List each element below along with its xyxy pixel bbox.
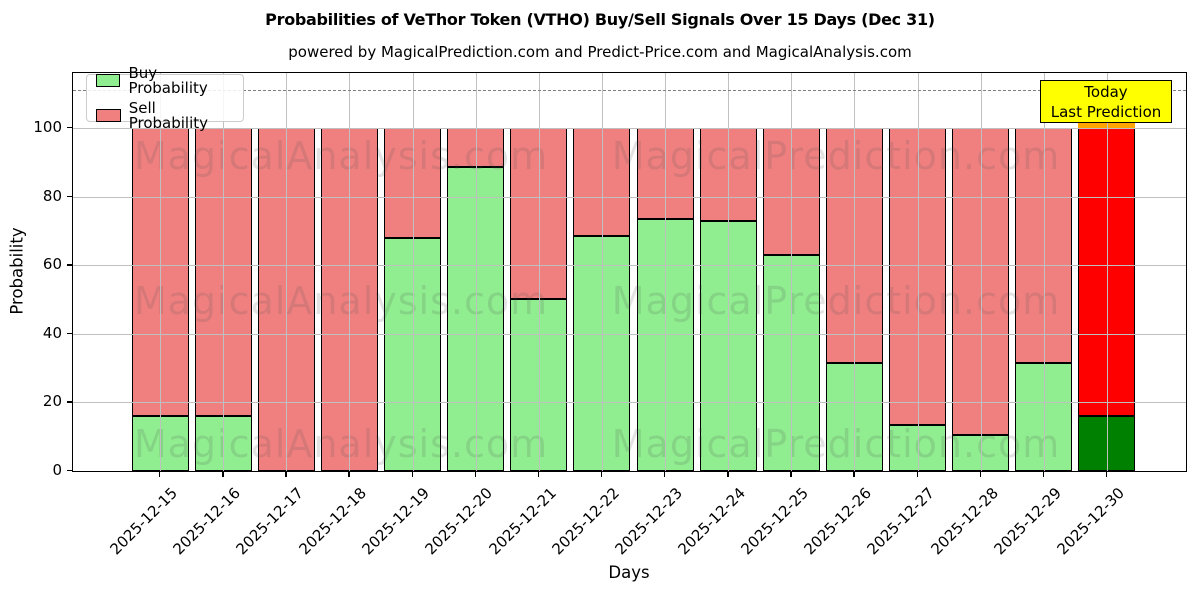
x-tick-mark: [1105, 471, 1108, 477]
gridline-v: [665, 73, 667, 471]
x-tick-mark: [1042, 471, 1045, 477]
x-tick-label: 2025-12-28: [927, 484, 1002, 559]
y-tick-mark: [67, 401, 72, 403]
gridline-v: [160, 73, 161, 471]
x-tick-mark: [285, 471, 287, 477]
watermark-text: MagicalPrediction.com: [611, 134, 1061, 178]
gridline-v: [475, 73, 477, 471]
gridline-v: [349, 73, 351, 471]
y-tick-label: 60: [42, 255, 62, 274]
legend-item-sell: Sell Probability: [96, 98, 234, 132]
y-tick-label: 80: [42, 186, 62, 205]
today-annotation-line1: Today: [1084, 82, 1128, 101]
gridline-v: [980, 73, 982, 471]
watermark-text: MagicalPrediction.com: [611, 422, 1061, 466]
gridline-v: [917, 73, 919, 471]
x-tick-mark: [159, 471, 161, 477]
x-tick-mark: [853, 471, 855, 477]
today-annotation: Today Last Prediction: [1040, 80, 1172, 123]
y-tick-label: 20: [42, 392, 62, 411]
gridline-v: [538, 73, 540, 471]
x-tick-mark: [411, 471, 413, 477]
x-tick-mark: [537, 471, 540, 477]
watermark-text: MagicalAnalysis.com: [133, 279, 549, 323]
x-tick-mark: [600, 471, 603, 477]
gridline-h: [73, 402, 1186, 404]
y-tick-mark: [67, 126, 72, 129]
gridline-v: [223, 73, 225, 471]
x-tick-mark: [979, 471, 982, 477]
x-tick-label: 2025-12-20: [422, 484, 497, 559]
x-tick-label: 2025-12-23: [611, 484, 686, 559]
x-tick-label: 2025-12-18: [295, 484, 371, 559]
dashed-cutoff-line: [73, 90, 1186, 92]
x-tick-mark: [727, 471, 729, 477]
today-annotation-line2: Last Prediction: [1050, 102, 1162, 121]
x-tick-mark: [474, 471, 477, 477]
gridline-v: [728, 73, 730, 471]
y-tick-mark: [67, 470, 72, 472]
gridline-h: [73, 127, 1186, 129]
y-tick-mark: [67, 195, 72, 197]
y-axis-label: Probability: [7, 227, 27, 315]
gridline-v: [1043, 73, 1045, 471]
y-tick-mark: [67, 264, 72, 266]
y-tick-label: 100: [33, 117, 62, 136]
gridline-v: [412, 73, 414, 471]
x-tick-mark: [916, 471, 918, 477]
watermark-text: MagicalPrediction.com: [611, 279, 1061, 323]
gridline-h: [73, 196, 1186, 198]
x-tick-label: 2025-12-22: [548, 484, 623, 559]
x-tick-label: 2025-12-30: [1053, 484, 1128, 559]
x-tick-mark: [664, 471, 666, 477]
legend-item-buy: Buy Probability: [96, 63, 234, 97]
x-axis-label: Days: [608, 563, 650, 582]
gridline-h: [73, 265, 1186, 267]
x-tick-label: 2025-12-27: [863, 484, 939, 559]
buy-swatch: [96, 74, 121, 87]
legend-label-sell: Sell Probability: [128, 98, 209, 132]
x-tick-label: 2025-12-24: [674, 484, 749, 559]
x-tick-label: 2025-12-21: [485, 484, 560, 559]
x-tick-label: 2025-12-17: [232, 484, 307, 559]
x-tick-mark: [222, 471, 224, 477]
gridline-v: [791, 73, 793, 471]
plot-area: MagicalAnalysis.com MagicalPrediction.com…: [72, 72, 1187, 472]
x-tick-label: 2025-12-16: [169, 484, 244, 559]
watermark-text: MagicalAnalysis.com: [133, 422, 549, 466]
gridline-h: [73, 333, 1186, 335]
gridline-v: [601, 73, 603, 471]
gridline-v: [854, 73, 856, 471]
legend: Buy Probability Sell Probability: [86, 65, 244, 130]
x-tick-label: 2025-12-19: [358, 484, 434, 559]
watermark-text: MagicalAnalysis.com: [133, 134, 549, 178]
x-tick-mark: [790, 471, 792, 477]
x-tick-label: 2025-12-25: [737, 484, 813, 559]
x-tick-mark: [348, 471, 350, 477]
y-tick-label: 40: [42, 323, 62, 342]
x-tick-label: 2025-12-26: [800, 484, 876, 559]
gridline-v: [1106, 73, 1108, 471]
y-tick-mark: [67, 332, 72, 335]
sell-swatch: [96, 109, 121, 122]
y-tick-label: 0: [52, 461, 62, 479]
gridline-v: [286, 73, 288, 471]
chart-title: Probabilities of VeThor Token (VTHO) Buy…: [265, 10, 935, 29]
x-tick-label: 2025-12-15: [106, 484, 181, 559]
legend-label-buy: Buy Probability: [128, 63, 208, 97]
chart-subtitle: powered by MagicalPrediction.com and Pre…: [288, 43, 912, 61]
